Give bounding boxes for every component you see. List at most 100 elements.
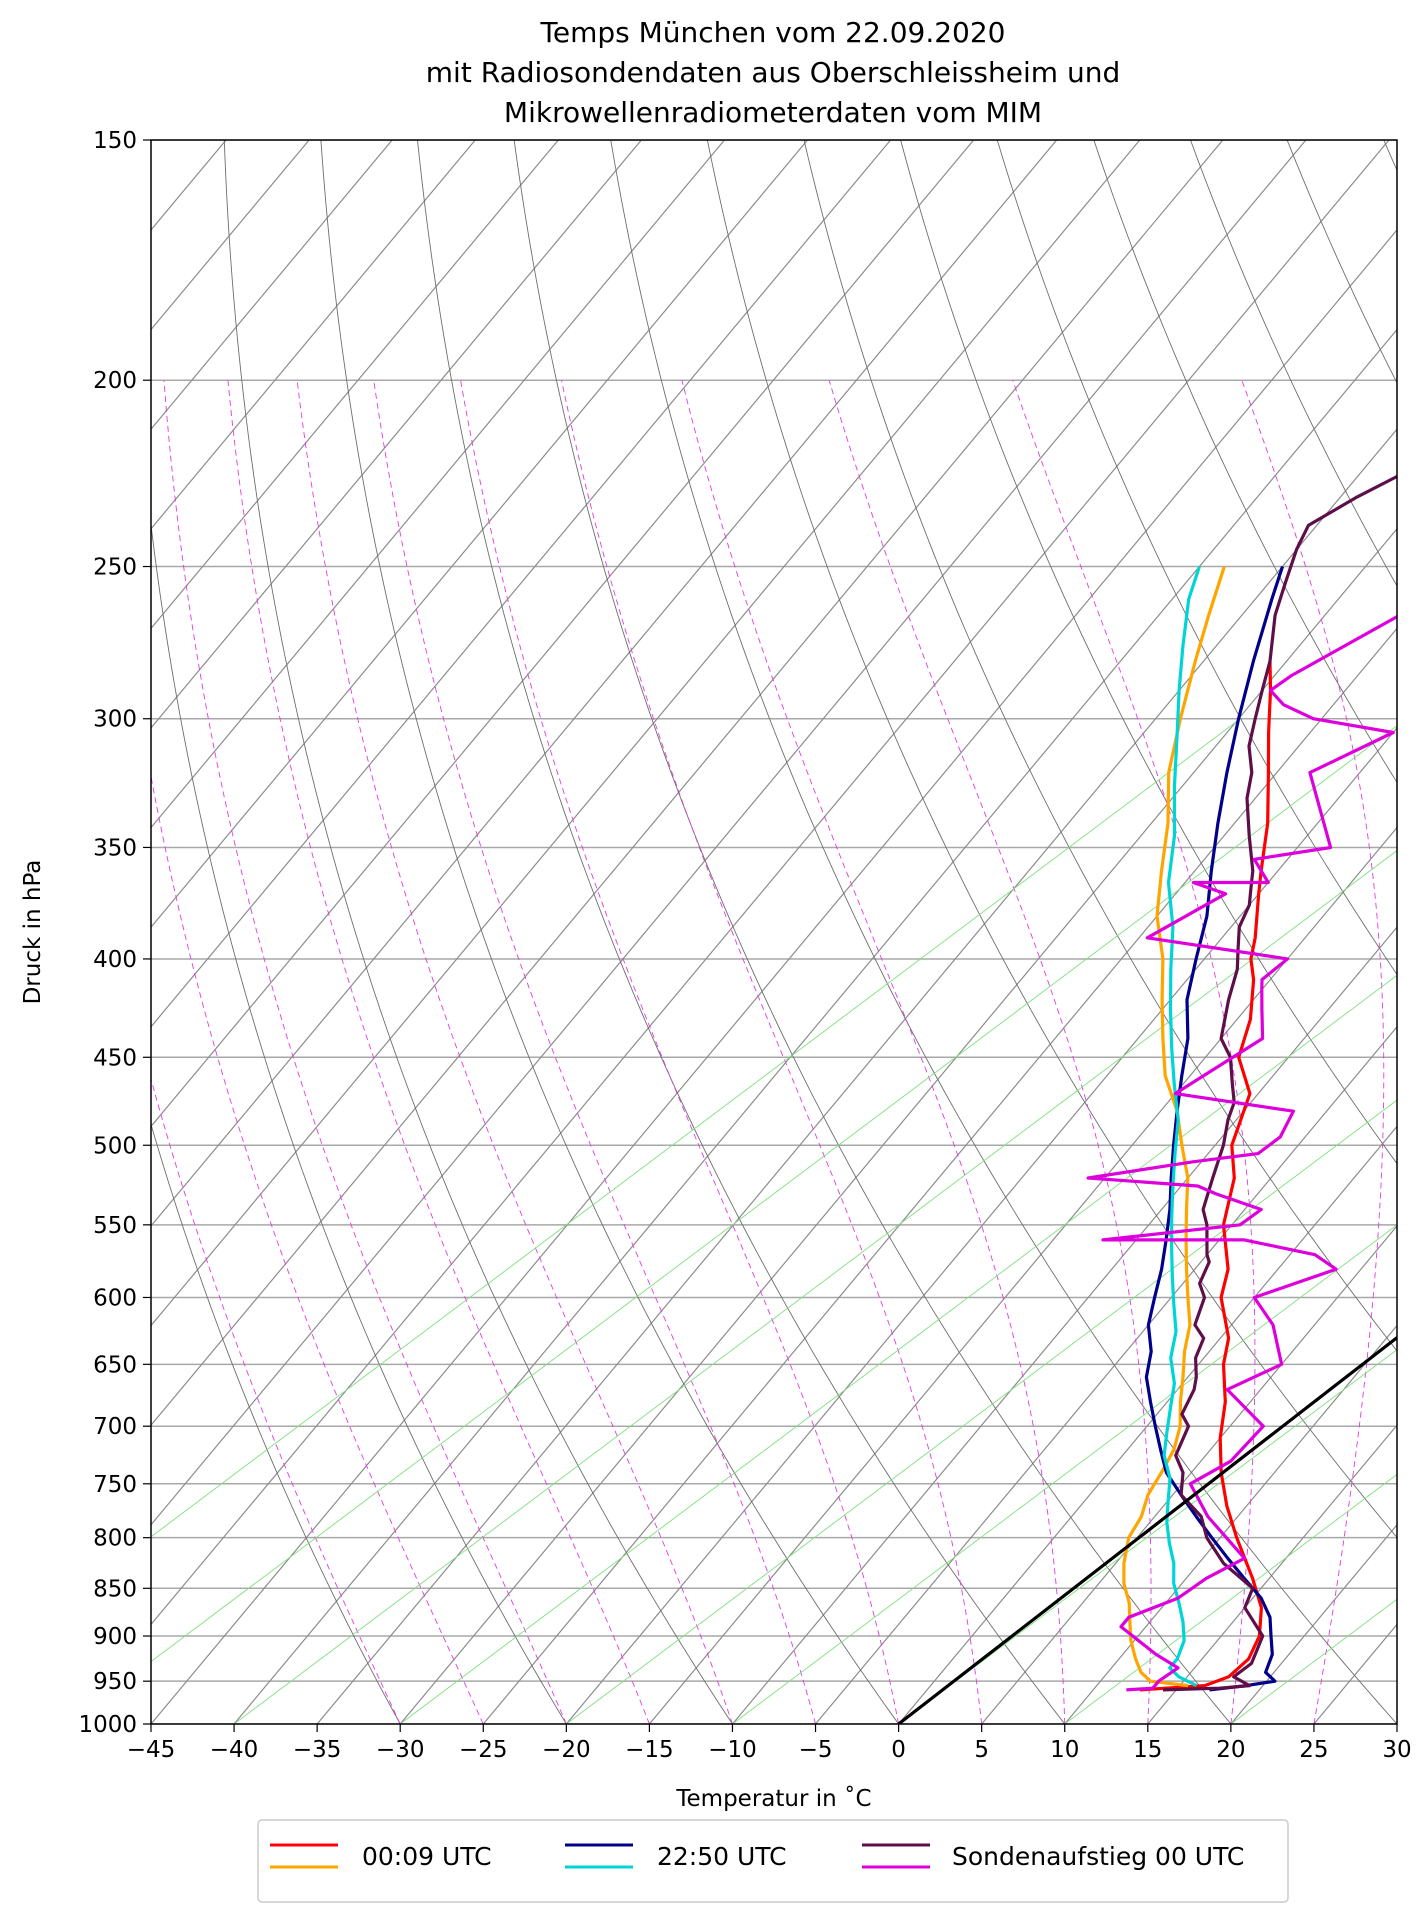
chart-title-line-1: Temps München vom 22.09.2020	[540, 16, 1006, 49]
mixing-ratio-line	[732, 1224, 1397, 1724]
y-tick-label: 750	[93, 1472, 137, 1498]
isotherm-line	[1064, 1324, 1397, 1724]
dry-adiabat-line	[151, 521, 567, 1724]
background-grid	[151, 140, 1397, 1724]
y-tick-label: 350	[93, 835, 137, 861]
moist-adiabat-line	[1396, 1721, 1397, 1724]
y-tick-label: 150	[93, 128, 137, 154]
dry-adiabat-line	[996, 140, 1397, 976]
moist-adiabat-line	[1012, 380, 1256, 1724]
isotherm-line	[151, 140, 476, 530]
dry-adiabat-line	[1093, 140, 1397, 784]
isotherm-line	[151, 229, 1397, 1724]
series-line-0	[1139, 661, 1273, 1692]
x-tick-label: −20	[542, 1737, 591, 1763]
isotherm-line	[732, 926, 1397, 1724]
moist-adiabat-line	[151, 774, 484, 1724]
legend-box	[257, 1819, 1289, 1903]
dry-adiabat-line	[320, 140, 899, 1724]
isotherm-line	[151, 140, 725, 829]
isotherm-line	[151, 140, 1224, 1427]
moist-adiabat-line	[151, 1077, 401, 1724]
sounding-lines	[897, 230, 1397, 1724]
moist-adiabat-line	[227, 380, 650, 1724]
y-tick-label: 450	[93, 1045, 137, 1071]
y-tick-label: 850	[93, 1576, 137, 1602]
y-tick-label: 700	[93, 1414, 137, 1440]
isotherm-line	[1396, 1723, 1397, 1724]
isotherm-line	[151, 140, 1307, 1526]
legend-entry-sonde: Sondenaufstieg 00 UTC	[862, 1842, 1244, 1871]
moist-adiabat-line	[828, 380, 1152, 1724]
y-tick-label: 200	[93, 368, 137, 394]
isotherm-line	[565, 727, 1397, 1724]
mixing-ratio-line	[233, 849, 1397, 1724]
dry-adiabat-line	[513, 140, 1232, 1724]
isotherm-line	[316, 428, 1397, 1724]
isotherm-line	[981, 1225, 1397, 1724]
moist-adiabat-line	[163, 380, 567, 1724]
chart-title-line-3: Mikrowellenradiometerdaten vom MIM	[504, 96, 1042, 129]
legend-label-sonde: Sondenaufstieg 00 UTC	[952, 1842, 1244, 1871]
isotherm-line	[151, 140, 975, 1128]
chart-title-line-2: mit Radiosondendaten aus Oberschleisshei…	[426, 56, 1120, 89]
axis-ticks: −45 −40 −35 −30 −25 −20 −15 −10 −5 0 5 10 15 20 25 30 10…	[78, 128, 1411, 1763]
series-line-2	[1144, 566, 1285, 1692]
dry-adiabat-line	[610, 140, 1397, 1724]
mixing-ratio-line	[898, 1349, 1397, 1724]
y-tick-label: 300	[93, 707, 137, 733]
isotherm-line	[151, 140, 808, 929]
dry-adiabat-line	[803, 140, 1397, 1352]
dry-adiabat-line	[151, 1122, 401, 1724]
moist-adiabat-line	[460, 380, 900, 1724]
x-tick-label: 15	[1133, 1737, 1162, 1763]
dry-adiabat-line	[417, 140, 1066, 1724]
moist-adiabat-line	[1241, 380, 1385, 1724]
y-tick-label: 800	[93, 1526, 137, 1552]
x-tick-label: 10	[1050, 1737, 1079, 1763]
dry-adiabat-line	[1383, 140, 1397, 172]
chart-title: Temps München vom 22.09.2020 mit Radioso…	[426, 16, 1120, 129]
isotherm-line	[399, 527, 1397, 1724]
series-line-3	[1162, 566, 1201, 1688]
x-tick-label: −25	[459, 1737, 508, 1763]
mixing-ratio-line	[1064, 1473, 1397, 1724]
isotherm-line	[1313, 1623, 1397, 1724]
isotherm-line	[151, 140, 310, 331]
isotherm-line	[151, 140, 1058, 1227]
isotherm-line	[151, 140, 393, 431]
moist-adiabat-line	[373, 380, 816, 1724]
x-tick-label: −15	[625, 1737, 674, 1763]
dry-adiabat-line	[900, 140, 1397, 1165]
isotherm-line	[1147, 1424, 1397, 1724]
x-tick-label: −45	[127, 1737, 176, 1763]
isotherm-line	[898, 1125, 1397, 1724]
y-tick-label: 500	[93, 1133, 137, 1159]
y-tick-label: 400	[93, 947, 137, 973]
series-line-1	[1122, 566, 1226, 1688]
y-axis-label: Druck in hPa	[20, 860, 46, 1005]
dry-adiabat-line	[223, 140, 733, 1724]
mixing-ratio-line	[399, 974, 1397, 1724]
legend: 00:09 UTC 22:50 UTC Sondenaufstieg 00 UT…	[257, 1819, 1289, 1903]
moist-adiabat-line	[561, 380, 983, 1724]
dry-adiabat-line	[1190, 140, 1397, 587]
legend-label-2250: 22:50 UTC	[657, 1842, 787, 1871]
isotherm-line	[648, 826, 1397, 1724]
series-line-4	[1162, 474, 1397, 1692]
legend-entry-0009: 00:09 UTC	[270, 1842, 492, 1871]
y-tick-label: 650	[93, 1352, 137, 1378]
x-tick-label: −35	[293, 1737, 342, 1763]
x-axis-label: Temperatur in ˚C	[675, 1785, 871, 1812]
y-tick-label: 900	[93, 1624, 137, 1650]
isotherm-line	[233, 328, 1397, 1724]
legend-entry-2250: 22:50 UTC	[565, 1842, 787, 1871]
y-tick-label: 1000	[78, 1712, 137, 1738]
series-line-5	[1086, 230, 1397, 1692]
y-tick-label: 600	[93, 1285, 137, 1311]
x-tick-label: 5	[974, 1737, 989, 1763]
x-tick-label: −30	[376, 1737, 425, 1763]
x-tick-label: 0	[891, 1737, 906, 1763]
isotherm-line	[151, 140, 892, 1028]
